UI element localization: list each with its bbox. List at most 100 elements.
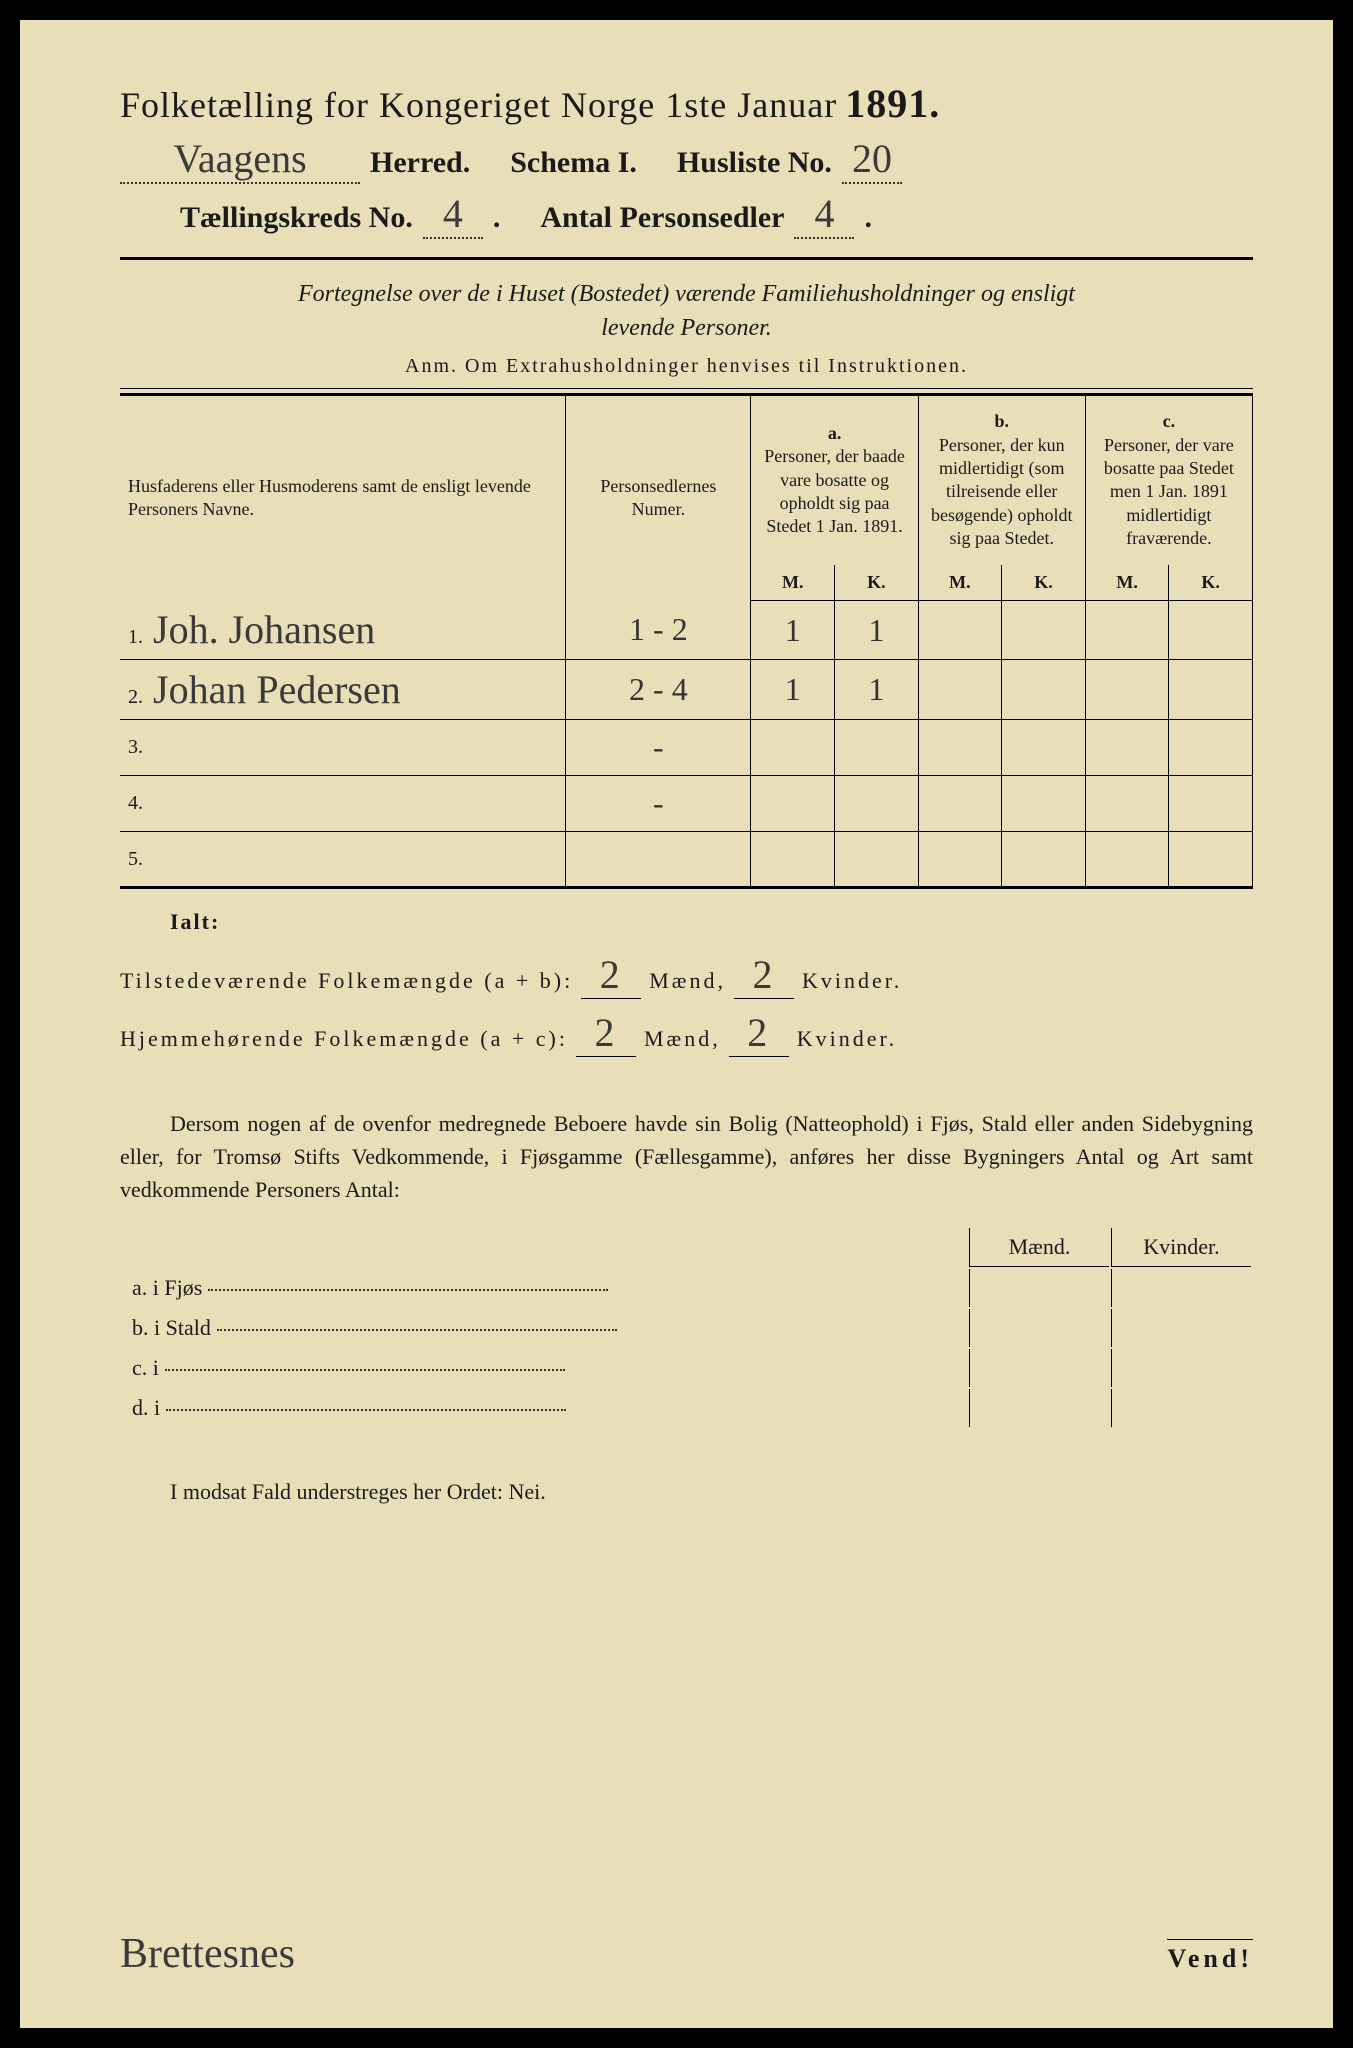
table-row: 3. - bbox=[120, 720, 1253, 776]
page-title: Folketælling for Kongeriget Norge 1ste J… bbox=[120, 80, 1253, 127]
divider bbox=[120, 257, 1253, 260]
col-num-header: Personsedlernes Numer. bbox=[566, 395, 751, 601]
cell-a-m bbox=[751, 776, 835, 832]
cell-b-m bbox=[918, 776, 1002, 832]
summary-value-k: 2 bbox=[734, 951, 794, 999]
cell-c-m bbox=[1085, 720, 1169, 776]
kreds-value: 4 bbox=[423, 190, 483, 239]
cell-num: - bbox=[566, 720, 751, 776]
row-number: 2. bbox=[128, 686, 143, 709]
cell-c-m bbox=[1085, 600, 1169, 660]
header-row-2: Tællingskreds No. 4 . Antal Personsedler… bbox=[180, 190, 1253, 239]
subtitle: Fortegnelse over de i Huset (Bostedet) v… bbox=[120, 278, 1253, 345]
cell-b-m bbox=[918, 600, 1002, 660]
herred-label: Herred. bbox=[370, 146, 470, 180]
cell-a-m: 1 bbox=[751, 660, 835, 720]
antal-value: 4 bbox=[794, 190, 854, 239]
bottom-row: Brettesnes Vend! bbox=[120, 1930, 1253, 1978]
sub-row-a: a. i Fjøs bbox=[122, 1269, 967, 1307]
mk-header: M. bbox=[751, 565, 835, 601]
cell-num: - bbox=[566, 776, 751, 832]
cell-b-m bbox=[918, 720, 1002, 776]
title-year: 1891. bbox=[845, 80, 940, 127]
cell-num: 1 - 2 bbox=[566, 600, 751, 660]
census-form-page: Folketælling for Kongeriget Norge 1ste J… bbox=[20, 20, 1333, 2028]
cell-b-k bbox=[1002, 720, 1086, 776]
table-row: 1.Joh. Johansen1 - 211 bbox=[120, 600, 1253, 660]
table-row: 5. bbox=[120, 832, 1253, 888]
cell-a-k bbox=[835, 832, 919, 888]
col-a-letter: a. bbox=[828, 423, 842, 443]
col-a-header: a. Personer, der baade vare bosatte og o… bbox=[751, 395, 918, 565]
cell-c-k bbox=[1169, 720, 1253, 776]
header-row-1: Vaagens Herred. Schema I. Husliste No. 2… bbox=[120, 135, 1253, 184]
col-c-letter: c. bbox=[1163, 411, 1176, 431]
mk-header: K. bbox=[835, 565, 919, 601]
cell-a-m bbox=[751, 720, 835, 776]
vend-label: Vend! bbox=[1167, 1939, 1253, 1974]
maend-label: Mænd, bbox=[649, 968, 726, 994]
cell-b-k bbox=[1002, 600, 1086, 660]
kvinder-label: Kvinder. bbox=[797, 1026, 897, 1052]
cell-num bbox=[566, 832, 751, 888]
schema-label: Schema I. bbox=[510, 146, 637, 180]
cell-c-k bbox=[1169, 776, 1253, 832]
signature: Brettesnes bbox=[120, 1930, 295, 1978]
table-row: 2.Johan Pedersen2 - 411 bbox=[120, 660, 1253, 720]
main-table: Husfaderens eller Husmoderens samt de en… bbox=[120, 393, 1253, 889]
maend-label: Mænd, bbox=[644, 1026, 721, 1052]
sub-row-d: d. i bbox=[122, 1389, 967, 1427]
summary-value-m: 2 bbox=[581, 951, 641, 999]
subtitle-line2: levende Personer. bbox=[601, 315, 772, 341]
husliste-label: Husliste No. bbox=[677, 146, 832, 180]
cell-a-k bbox=[835, 720, 919, 776]
col-name-header: Husfaderens eller Husmoderens samt de en… bbox=[120, 395, 566, 601]
modsat-line: I modsat Fald understreges her Ordet: Ne… bbox=[120, 1479, 1253, 1505]
cell-c-k bbox=[1169, 660, 1253, 720]
cell-b-m bbox=[918, 832, 1002, 888]
cell-b-k bbox=[1002, 776, 1086, 832]
row-number: 3. bbox=[128, 736, 143, 759]
cell-c-k bbox=[1169, 832, 1253, 888]
kvinder-label: Kvinder. bbox=[802, 968, 902, 994]
cell-c-k bbox=[1169, 600, 1253, 660]
person-name: Joh. Johansen bbox=[153, 606, 375, 653]
sub-row-b: b. i Stald bbox=[122, 1309, 967, 1347]
cell-b-m bbox=[918, 660, 1002, 720]
cell-c-m bbox=[1085, 776, 1169, 832]
cell-c-m bbox=[1085, 832, 1169, 888]
husliste-value: 20 bbox=[842, 135, 902, 184]
col-a-text: Personer, der baade vare bosatte og opho… bbox=[764, 446, 905, 536]
row-number: 5. bbox=[128, 848, 143, 871]
title-text: Folketælling for Kongeriget Norge 1ste J… bbox=[120, 84, 837, 126]
cell-a-m: 1 bbox=[751, 600, 835, 660]
sub-head-m: Mænd. bbox=[969, 1228, 1109, 1267]
mk-header: K. bbox=[1002, 565, 1086, 601]
sub-table: Mænd. Kvinder. a. i Fjøs b. i Stald c. i… bbox=[120, 1226, 1253, 1429]
summary-line-1: Tilstedeværende Folkemængde (a + b): 2 M… bbox=[120, 951, 1253, 999]
mk-header: K. bbox=[1169, 565, 1253, 601]
sub-row-c: c. i bbox=[122, 1349, 967, 1387]
ialt-label: Ialt: bbox=[170, 909, 1253, 935]
col-c-header: c. Personer, der vare bosatte paa Stedet… bbox=[1085, 395, 1252, 565]
sub-head-k: Kvinder. bbox=[1111, 1228, 1251, 1267]
cell-a-m bbox=[751, 832, 835, 888]
summary-value-m: 2 bbox=[576, 1009, 636, 1057]
col-b-text: Personer, der kun midlertidigt (som tilr… bbox=[931, 435, 1072, 549]
row-number: 1. bbox=[128, 626, 143, 649]
summary-label: Tilstedeværende Folkemængde (a + b): bbox=[120, 968, 573, 994]
antal-label: Antal Personsedler bbox=[540, 201, 784, 235]
cell-a-k: 1 bbox=[835, 600, 919, 660]
kreds-label: Tællingskreds No. bbox=[180, 201, 413, 235]
person-name: Johan Pedersen bbox=[153, 666, 401, 713]
col-c-text: Personer, der vare bosatte paa Stedet me… bbox=[1104, 435, 1234, 549]
anm-note: Anm. Om Extrahusholdninger henvises til … bbox=[120, 355, 1253, 378]
col-b-letter: b. bbox=[994, 411, 1009, 431]
row-number: 4. bbox=[128, 792, 143, 815]
herred-value: Vaagens bbox=[120, 135, 360, 184]
cell-a-k bbox=[835, 776, 919, 832]
summary-label: Hjemmehørende Folkemængde (a + c): bbox=[120, 1026, 568, 1052]
mk-header: M. bbox=[918, 565, 1002, 601]
table-row: 4. - bbox=[120, 776, 1253, 832]
cell-c-m bbox=[1085, 660, 1169, 720]
